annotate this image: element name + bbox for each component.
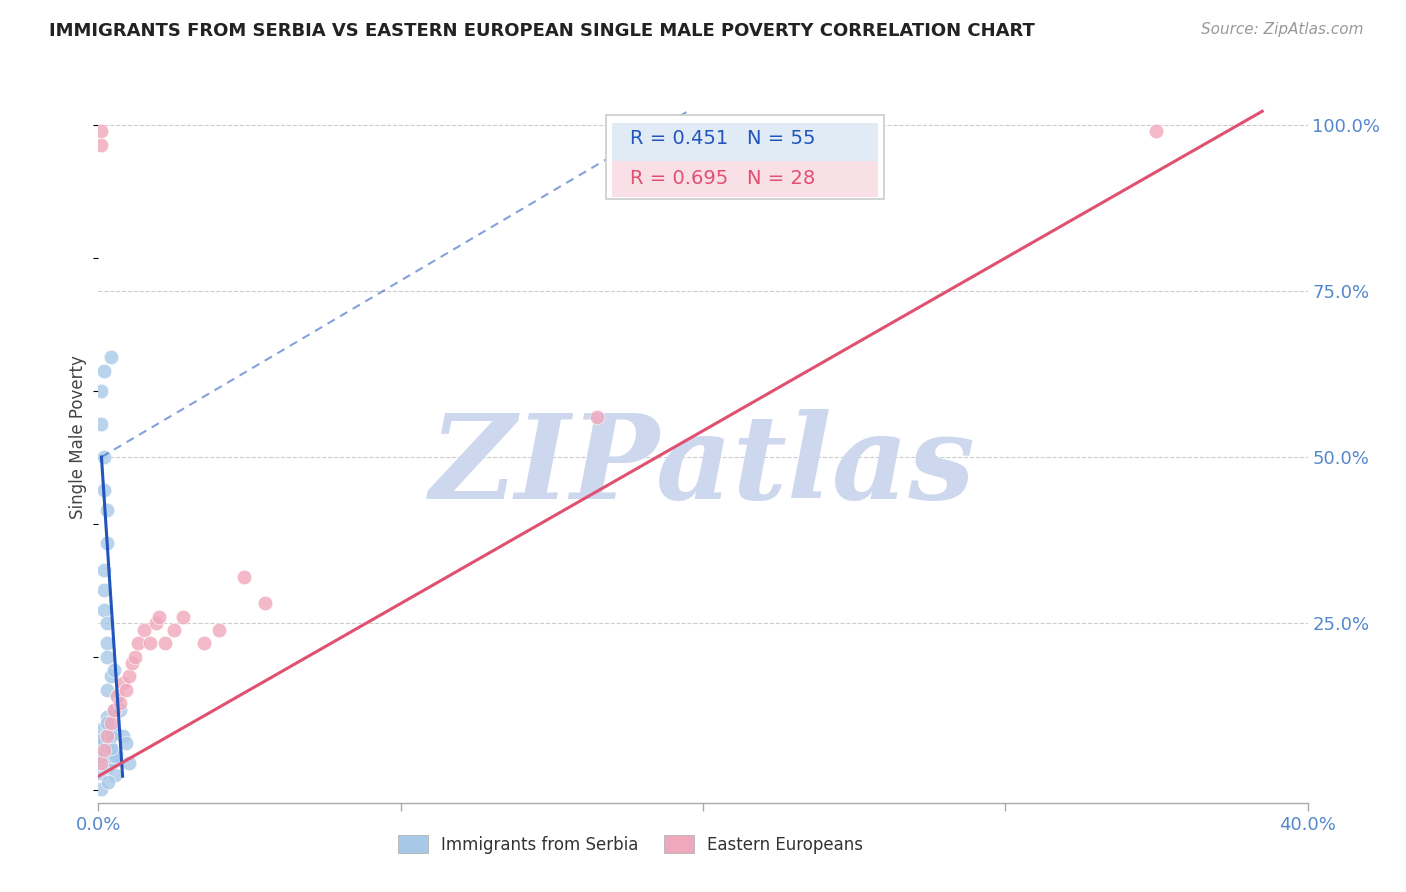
Point (105, 690, 128, 704)
Point (100, 351, 122, 365)
Point (97, 775, 120, 789)
Point (118, 669, 141, 683)
Point (139, 636, 162, 650)
Point (96, 710, 118, 724)
Point (108, 696, 131, 710)
Point (96, 716, 118, 731)
Point (100, 669, 122, 683)
Y-axis label: Single Male Poverty: Single Male Poverty (69, 355, 87, 519)
Point (96, 616, 118, 631)
Point (104, 749, 127, 764)
Point (93, 603, 115, 617)
Point (87, 723, 110, 738)
Point (127, 636, 149, 650)
Point (103, 663, 125, 677)
Text: R = 0.695   N = 28: R = 0.695 N = 28 (630, 169, 815, 188)
Legend: Immigrants from Serbia, Eastern Europeans: Immigrants from Serbia, Eastern European… (391, 829, 870, 860)
Point (89, 753, 111, 767)
Point (96, 649, 118, 664)
Point (104, 725, 127, 739)
Point (145, 616, 167, 631)
Text: Source: ZipAtlas.com: Source: ZipAtlas.com (1201, 22, 1364, 37)
Point (232, 570, 254, 584)
Point (96, 536, 118, 550)
Point (91, 731, 114, 746)
FancyBboxPatch shape (613, 161, 879, 197)
Point (93, 742, 115, 756)
Point (90, 124, 112, 138)
Point (89, 766, 111, 780)
FancyBboxPatch shape (613, 122, 879, 161)
Point (101, 755, 124, 769)
Point (93, 563, 115, 577)
Point (97, 740, 120, 755)
Point (100, 740, 122, 755)
Point (148, 609, 170, 624)
Point (132, 623, 155, 637)
Point (100, 716, 122, 731)
Point (104, 768, 127, 782)
FancyBboxPatch shape (606, 115, 884, 200)
Point (93, 746, 115, 760)
Point (111, 676, 134, 690)
Point (103, 703, 125, 717)
Point (100, 729, 122, 743)
Point (114, 682, 136, 697)
Point (118, 756, 141, 770)
Point (93, 450, 115, 464)
Point (93, 483, 115, 498)
Point (586, 410, 609, 425)
Point (124, 649, 146, 664)
Point (100, 744, 122, 758)
Point (91, 749, 114, 764)
Point (101, 726, 124, 740)
Point (101, 743, 124, 757)
Point (1144, 124, 1167, 138)
Point (90, 137, 112, 152)
Point (94, 730, 117, 744)
Point (89, 757, 111, 772)
Point (96, 753, 118, 767)
Point (172, 609, 194, 624)
Point (90, 384, 112, 398)
Text: R = 0.451   N = 55: R = 0.451 N = 55 (630, 129, 815, 148)
Point (103, 703, 125, 717)
Point (91, 737, 114, 751)
Point (96, 636, 118, 650)
Point (96, 682, 118, 697)
Point (90, 782, 112, 797)
Point (93, 363, 115, 377)
Text: IMMIGRANTS FROM SERBIA VS EASTERN EUROPEAN SINGLE MALE POVERTY CORRELATION CHART: IMMIGRANTS FROM SERBIA VS EASTERN EUROPE… (49, 22, 1035, 40)
Point (163, 623, 186, 637)
Point (193, 636, 215, 650)
Point (111, 729, 134, 743)
Point (90, 756, 112, 770)
Point (97, 715, 120, 730)
Point (253, 596, 276, 610)
Point (98, 748, 121, 763)
Point (153, 636, 176, 650)
Point (108, 703, 131, 717)
Point (121, 656, 143, 670)
Point (96, 729, 118, 743)
Point (100, 747, 122, 761)
Point (96, 721, 118, 735)
Point (96, 727, 118, 741)
Point (90, 417, 112, 431)
Point (105, 690, 128, 704)
Point (114, 736, 136, 750)
Point (104, 748, 127, 763)
Point (96, 760, 118, 774)
Point (208, 623, 231, 637)
Text: ZIPatlas: ZIPatlas (430, 409, 976, 524)
Point (105, 753, 128, 767)
Point (96, 503, 118, 517)
Point (93, 582, 115, 597)
